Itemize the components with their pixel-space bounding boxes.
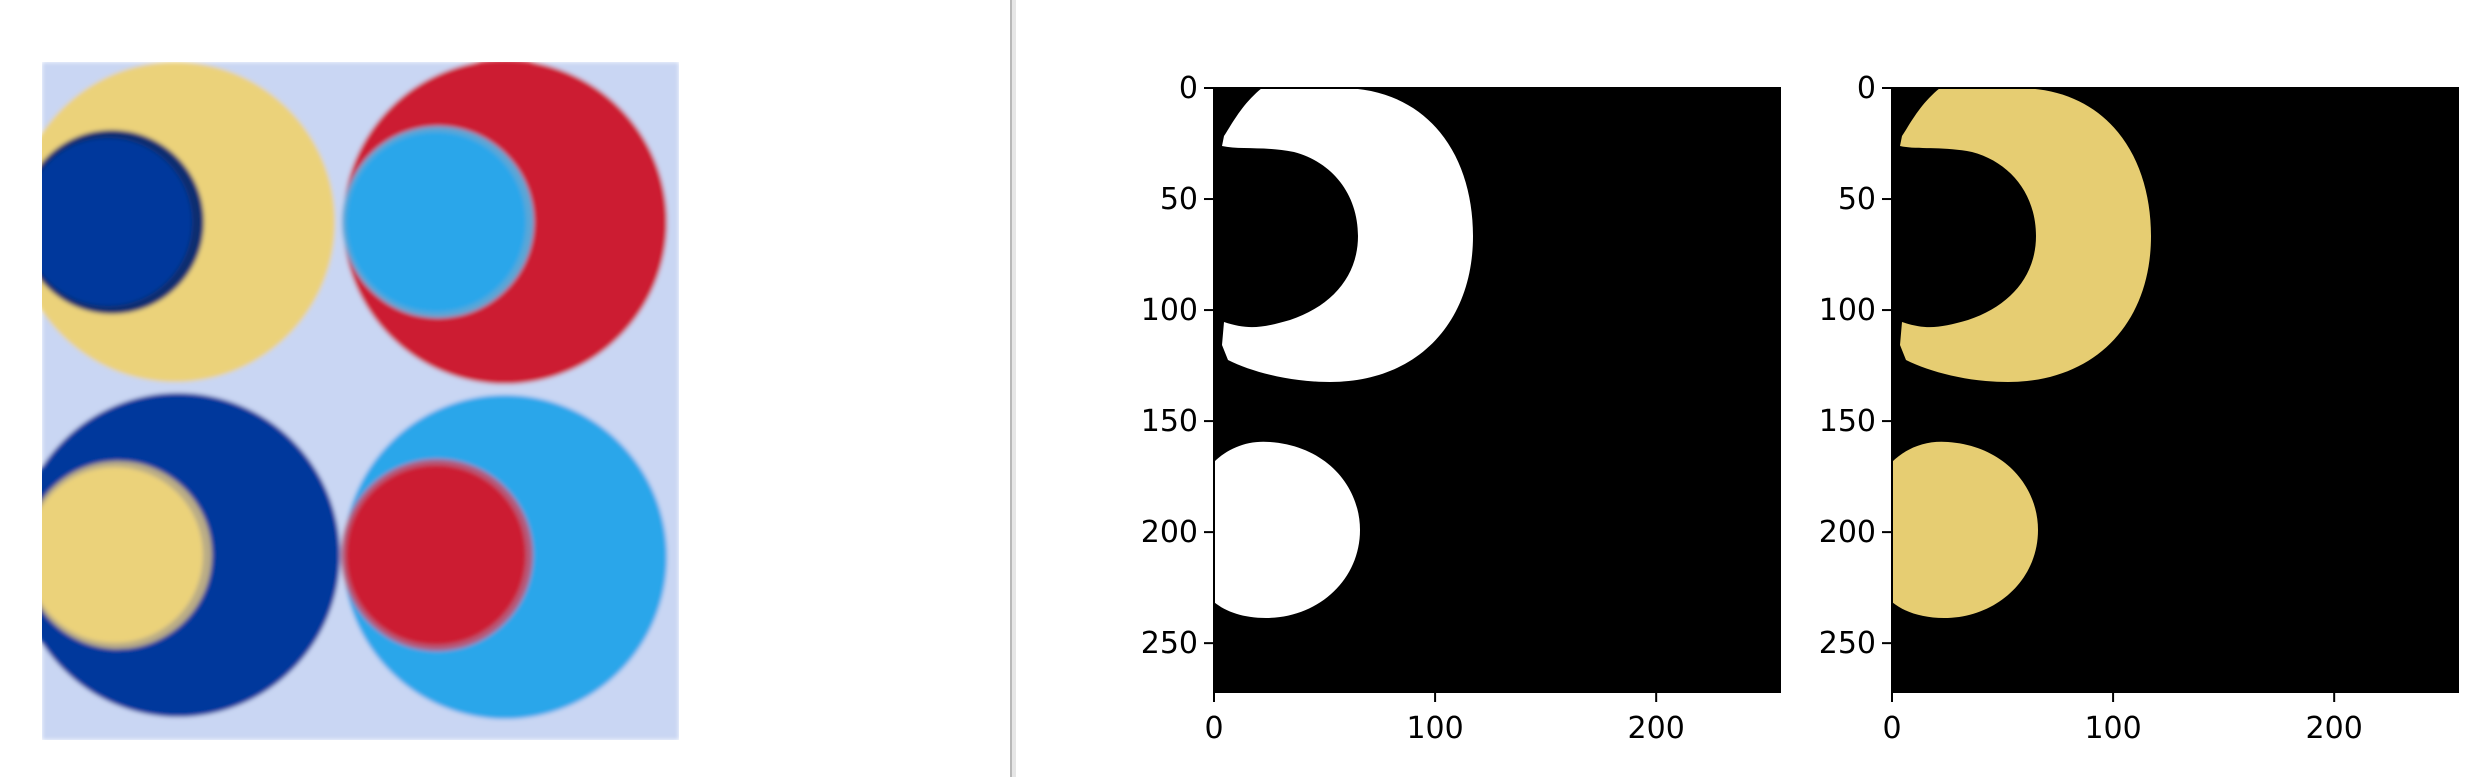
light-blue-inner-core xyxy=(346,132,526,312)
masked-plot-frame xyxy=(1891,87,2459,693)
masked-y-tick-label: 150 xyxy=(1819,404,1876,439)
masked-plot-x-axis: 0 100 200 xyxy=(1882,692,2363,746)
masked-crescent-shape xyxy=(1900,88,2151,382)
masked-y-tick-label: 50 xyxy=(1838,182,1876,217)
mask-y-tick-label: 200 xyxy=(1141,515,1198,550)
mask-x-tick-label: 200 xyxy=(1628,711,1685,746)
mask-plot-y-axis: 0 50 100 150 200 250 xyxy=(1141,71,1214,661)
masked-y-tick-label: 250 xyxy=(1819,626,1876,661)
masked-y-tick-label: 200 xyxy=(1819,515,1876,550)
source-image xyxy=(42,62,679,740)
mask-y-tick-label: 150 xyxy=(1141,404,1198,439)
mask-x-tick-label: 100 xyxy=(1406,711,1463,746)
source-image-panel xyxy=(0,0,1010,777)
masked-image-plot: 0 50 100 150 200 250 0 100 200 xyxy=(1819,71,2459,746)
masked-y-tick-label: 0 xyxy=(1857,71,1876,106)
plots-canvas: 0 50 100 150 200 250 0 100 200 0 50 100 150 200 250 … xyxy=(1141,71,2459,746)
masked-y-tick-label: 100 xyxy=(1819,293,1876,328)
masked-x-tick-label: 200 xyxy=(2306,711,2363,746)
panel-divider[interactable] xyxy=(1010,0,1016,777)
plot-panel: 0 50 100 150 200 250 0 100 200 0 50 100 150 200 250 … xyxy=(1016,0,2482,777)
mask-circle-shape xyxy=(1214,441,1360,618)
yellow-inner-core xyxy=(42,467,203,643)
mask-plot-frame xyxy=(1213,87,1781,693)
mask-y-tick-label: 0 xyxy=(1179,71,1198,106)
mask-plot-x-axis: 0 100 200 xyxy=(1204,692,1685,746)
masked-x-tick-label: 100 xyxy=(2084,711,2141,746)
masked-circle-shape xyxy=(1892,441,2038,618)
mask-y-tick-label: 100 xyxy=(1141,293,1198,328)
dark-blue-inner-core xyxy=(42,138,192,306)
masked-x-tick-label: 0 xyxy=(1882,711,1901,746)
mask-x-tick-label: 0 xyxy=(1204,711,1223,746)
mask-plot: 0 50 100 150 200 250 0 100 200 xyxy=(1141,71,1781,746)
mask-crescent-shape xyxy=(1222,88,1473,382)
masked-plot-y-axis: 0 50 100 150 200 250 xyxy=(1819,71,1892,661)
mask-y-tick-label: 250 xyxy=(1141,626,1198,661)
red-inner-core xyxy=(346,465,526,645)
mask-y-tick-label: 50 xyxy=(1160,182,1198,217)
